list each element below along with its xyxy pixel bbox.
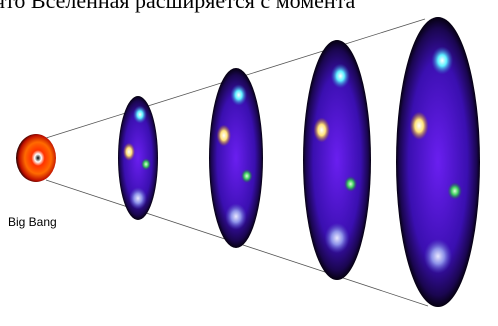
galaxy xyxy=(431,46,453,74)
galaxy xyxy=(141,158,151,170)
galaxy xyxy=(225,203,247,229)
galaxy xyxy=(129,187,147,209)
galaxy xyxy=(344,176,357,192)
galaxy xyxy=(230,84,247,106)
galaxy xyxy=(410,112,429,140)
galaxy xyxy=(325,223,350,253)
galaxy xyxy=(241,169,253,183)
galaxy xyxy=(133,106,147,124)
galaxy xyxy=(217,125,231,147)
galaxy xyxy=(448,182,462,199)
galaxy xyxy=(313,118,329,143)
big-bang xyxy=(16,134,56,182)
label: Big Bang xyxy=(8,215,57,229)
illustration: что Вселенная расширяется с момента Big … xyxy=(0,0,498,326)
galaxy xyxy=(331,64,350,89)
page: что Вселенная расширяется с момента Big … xyxy=(0,0,498,326)
galaxy xyxy=(424,239,452,273)
caption: что Вселенная расширяется с момента xyxy=(0,0,356,13)
galaxy xyxy=(123,143,135,161)
